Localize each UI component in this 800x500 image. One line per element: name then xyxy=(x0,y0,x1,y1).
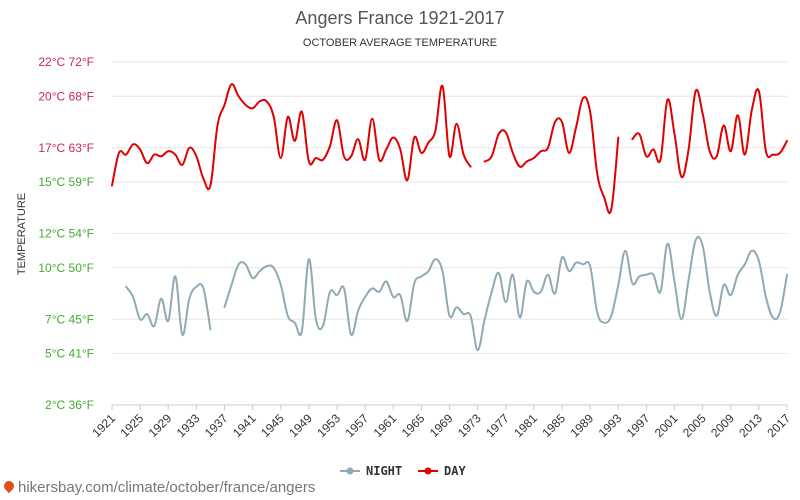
x-tick-label: 2001 xyxy=(652,411,681,440)
y-axis-label: TEMPERATURE xyxy=(16,193,28,275)
y-tick-label: 20°C 68°F xyxy=(38,89,94,103)
legend-item-day[interactable]: DAY xyxy=(418,464,466,478)
map-pin-icon xyxy=(1,478,17,494)
x-tick-label: 1945 xyxy=(258,411,287,440)
y-tick-label: 15°C 59°F xyxy=(38,175,94,189)
x-tick-label: 1933 xyxy=(174,411,203,440)
x-tick-label: 1977 xyxy=(483,411,512,440)
x-tick-label: 1997 xyxy=(624,411,653,440)
x-tick-label: 1929 xyxy=(146,411,175,440)
y-tick-label: 22°C 72°F xyxy=(38,55,94,69)
x-axis-ticks: 1921 1925 1929 1933 1937 1941 1945 1949 1953 1957… xyxy=(89,405,793,440)
legend-swatch-marker xyxy=(346,467,354,475)
y-tick-label: 5°C 41°F xyxy=(45,347,94,361)
x-tick-label: 2017 xyxy=(764,411,793,440)
x-tick-label: 1957 xyxy=(342,411,371,440)
y-tick-label: 10°C 50°F xyxy=(38,261,94,275)
source-text: hikersbay.com/climate/october/france/ang… xyxy=(18,479,316,496)
series-line-day xyxy=(483,96,620,215)
x-tick-label: 1989 xyxy=(567,411,596,440)
x-tick-label: 1921 xyxy=(89,411,118,440)
x-tick-label: 1953 xyxy=(314,411,343,440)
grid-lines xyxy=(112,61,787,406)
source-link[interactable]: hikersbay.com/climate/october/france/ang… xyxy=(1,478,316,496)
x-tick-label: 1985 xyxy=(539,411,568,440)
series-lines xyxy=(111,83,788,352)
x-tick-label: 1981 xyxy=(511,411,540,440)
x-tick-label: 1925 xyxy=(117,411,146,440)
series-line-night xyxy=(223,235,788,352)
chart-title: Angers France 1921-2017 xyxy=(295,8,504,28)
y-tick-label: 2°C 36°F xyxy=(45,398,94,412)
y-tick-label: 17°C 63°F xyxy=(38,141,94,155)
legend-swatch-marker xyxy=(424,467,432,475)
x-tick-label: 2009 xyxy=(708,411,737,440)
x-tick-label: 1993 xyxy=(596,411,625,440)
x-tick-label: 2005 xyxy=(680,411,709,440)
x-tick-label: 1937 xyxy=(202,411,231,440)
series-line-day xyxy=(111,83,472,191)
x-tick-label: 1969 xyxy=(427,411,456,440)
series-line-day xyxy=(631,88,788,179)
legend[interactable]: NIGHT DAY xyxy=(340,464,466,478)
x-tick-label: 1961 xyxy=(371,411,400,440)
y-tick-label: 12°C 54°F xyxy=(38,227,94,241)
legend-label: NIGHT xyxy=(366,464,402,478)
y-axis-ticks: 2°C 36°F 5°C 41°F 7°C 45°F 10°C 50°F 12°C 54… xyxy=(38,55,94,412)
x-tick-label: 1965 xyxy=(399,411,428,440)
series-line-night xyxy=(125,275,212,336)
y-tick-label: 7°C 45°F xyxy=(45,312,94,326)
legend-item-night[interactable]: NIGHT xyxy=(340,464,402,478)
x-tick-label: 1949 xyxy=(286,411,315,440)
x-tick-label: 2013 xyxy=(736,411,765,440)
x-tick-label: 1973 xyxy=(455,411,484,440)
chart-subtitle: OCTOBER AVERAGE TEMPERATURE xyxy=(303,37,497,49)
x-tick-label: 1941 xyxy=(230,411,259,440)
legend-label: DAY xyxy=(444,464,466,478)
